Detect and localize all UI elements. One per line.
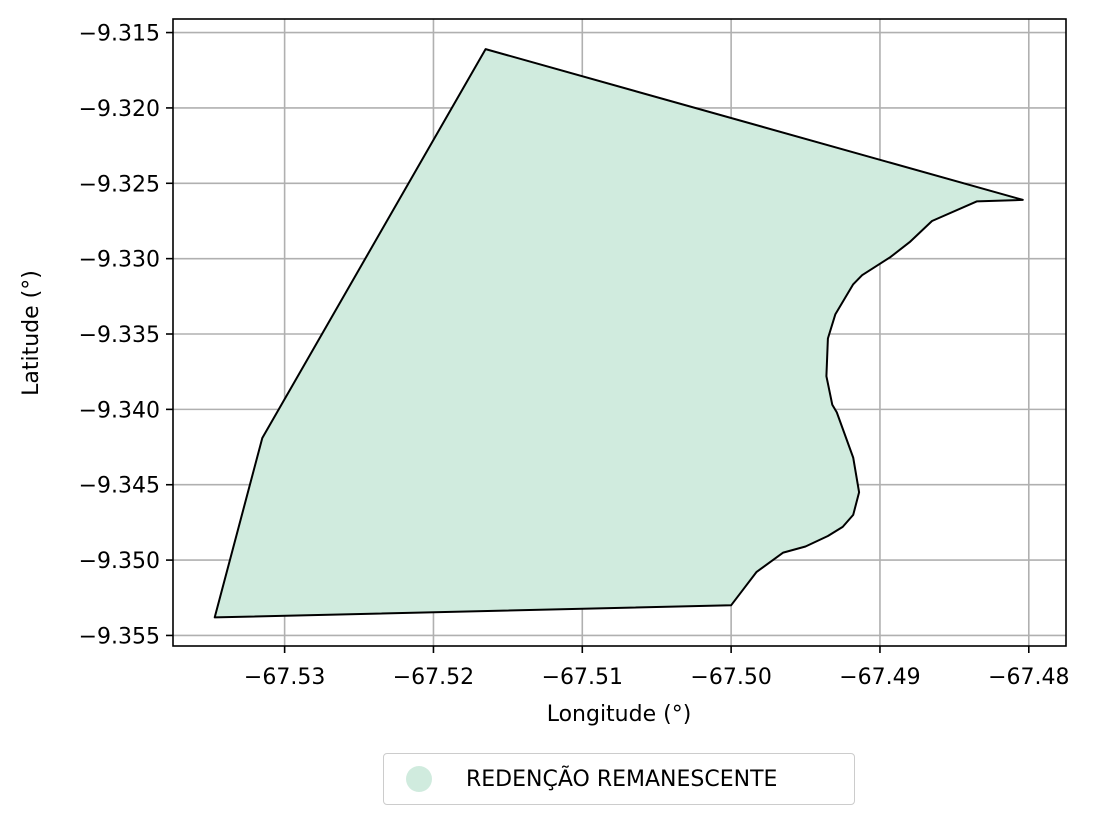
y-tick-label: −9.340 [79, 398, 160, 423]
x-tick-label: −67.49 [839, 665, 920, 690]
legend-label: REDENÇÃO REMANESCENTE [466, 766, 778, 792]
y-tick-label: −9.345 [79, 474, 160, 499]
axis-ticks: −67.53 −67.52 −67.51 −67.50 −67.49 −67.48 −9.3… [79, 22, 1070, 690]
y-tick-label: −9.330 [79, 248, 160, 273]
x-tick-label: −67.51 [542, 665, 623, 690]
y-tick-label: −9.315 [79, 22, 160, 47]
y-axis-label: Latitude (°) [19, 270, 44, 396]
y-tick-label: −9.320 [79, 97, 160, 122]
y-tick-label: −9.325 [79, 172, 160, 197]
legend-marker-icon [406, 766, 432, 792]
municipality-area [213, 48, 1024, 619]
x-tick-label: −67.53 [244, 665, 325, 690]
x-axis-label: Longitude (°) [547, 702, 692, 727]
legend: REDENÇÃO REMANESCENTE [383, 753, 855, 805]
plot-frame [172, 18, 1067, 647]
x-tick-label: −67.50 [690, 665, 771, 690]
map-layer [213, 48, 1024, 619]
y-tick-label: −9.355 [79, 624, 160, 649]
x-tick-label: −67.48 [988, 665, 1069, 690]
y-tick-label: −9.350 [79, 549, 160, 574]
y-tick-label: −9.335 [79, 323, 160, 348]
x-tick-label: −67.52 [393, 665, 474, 690]
